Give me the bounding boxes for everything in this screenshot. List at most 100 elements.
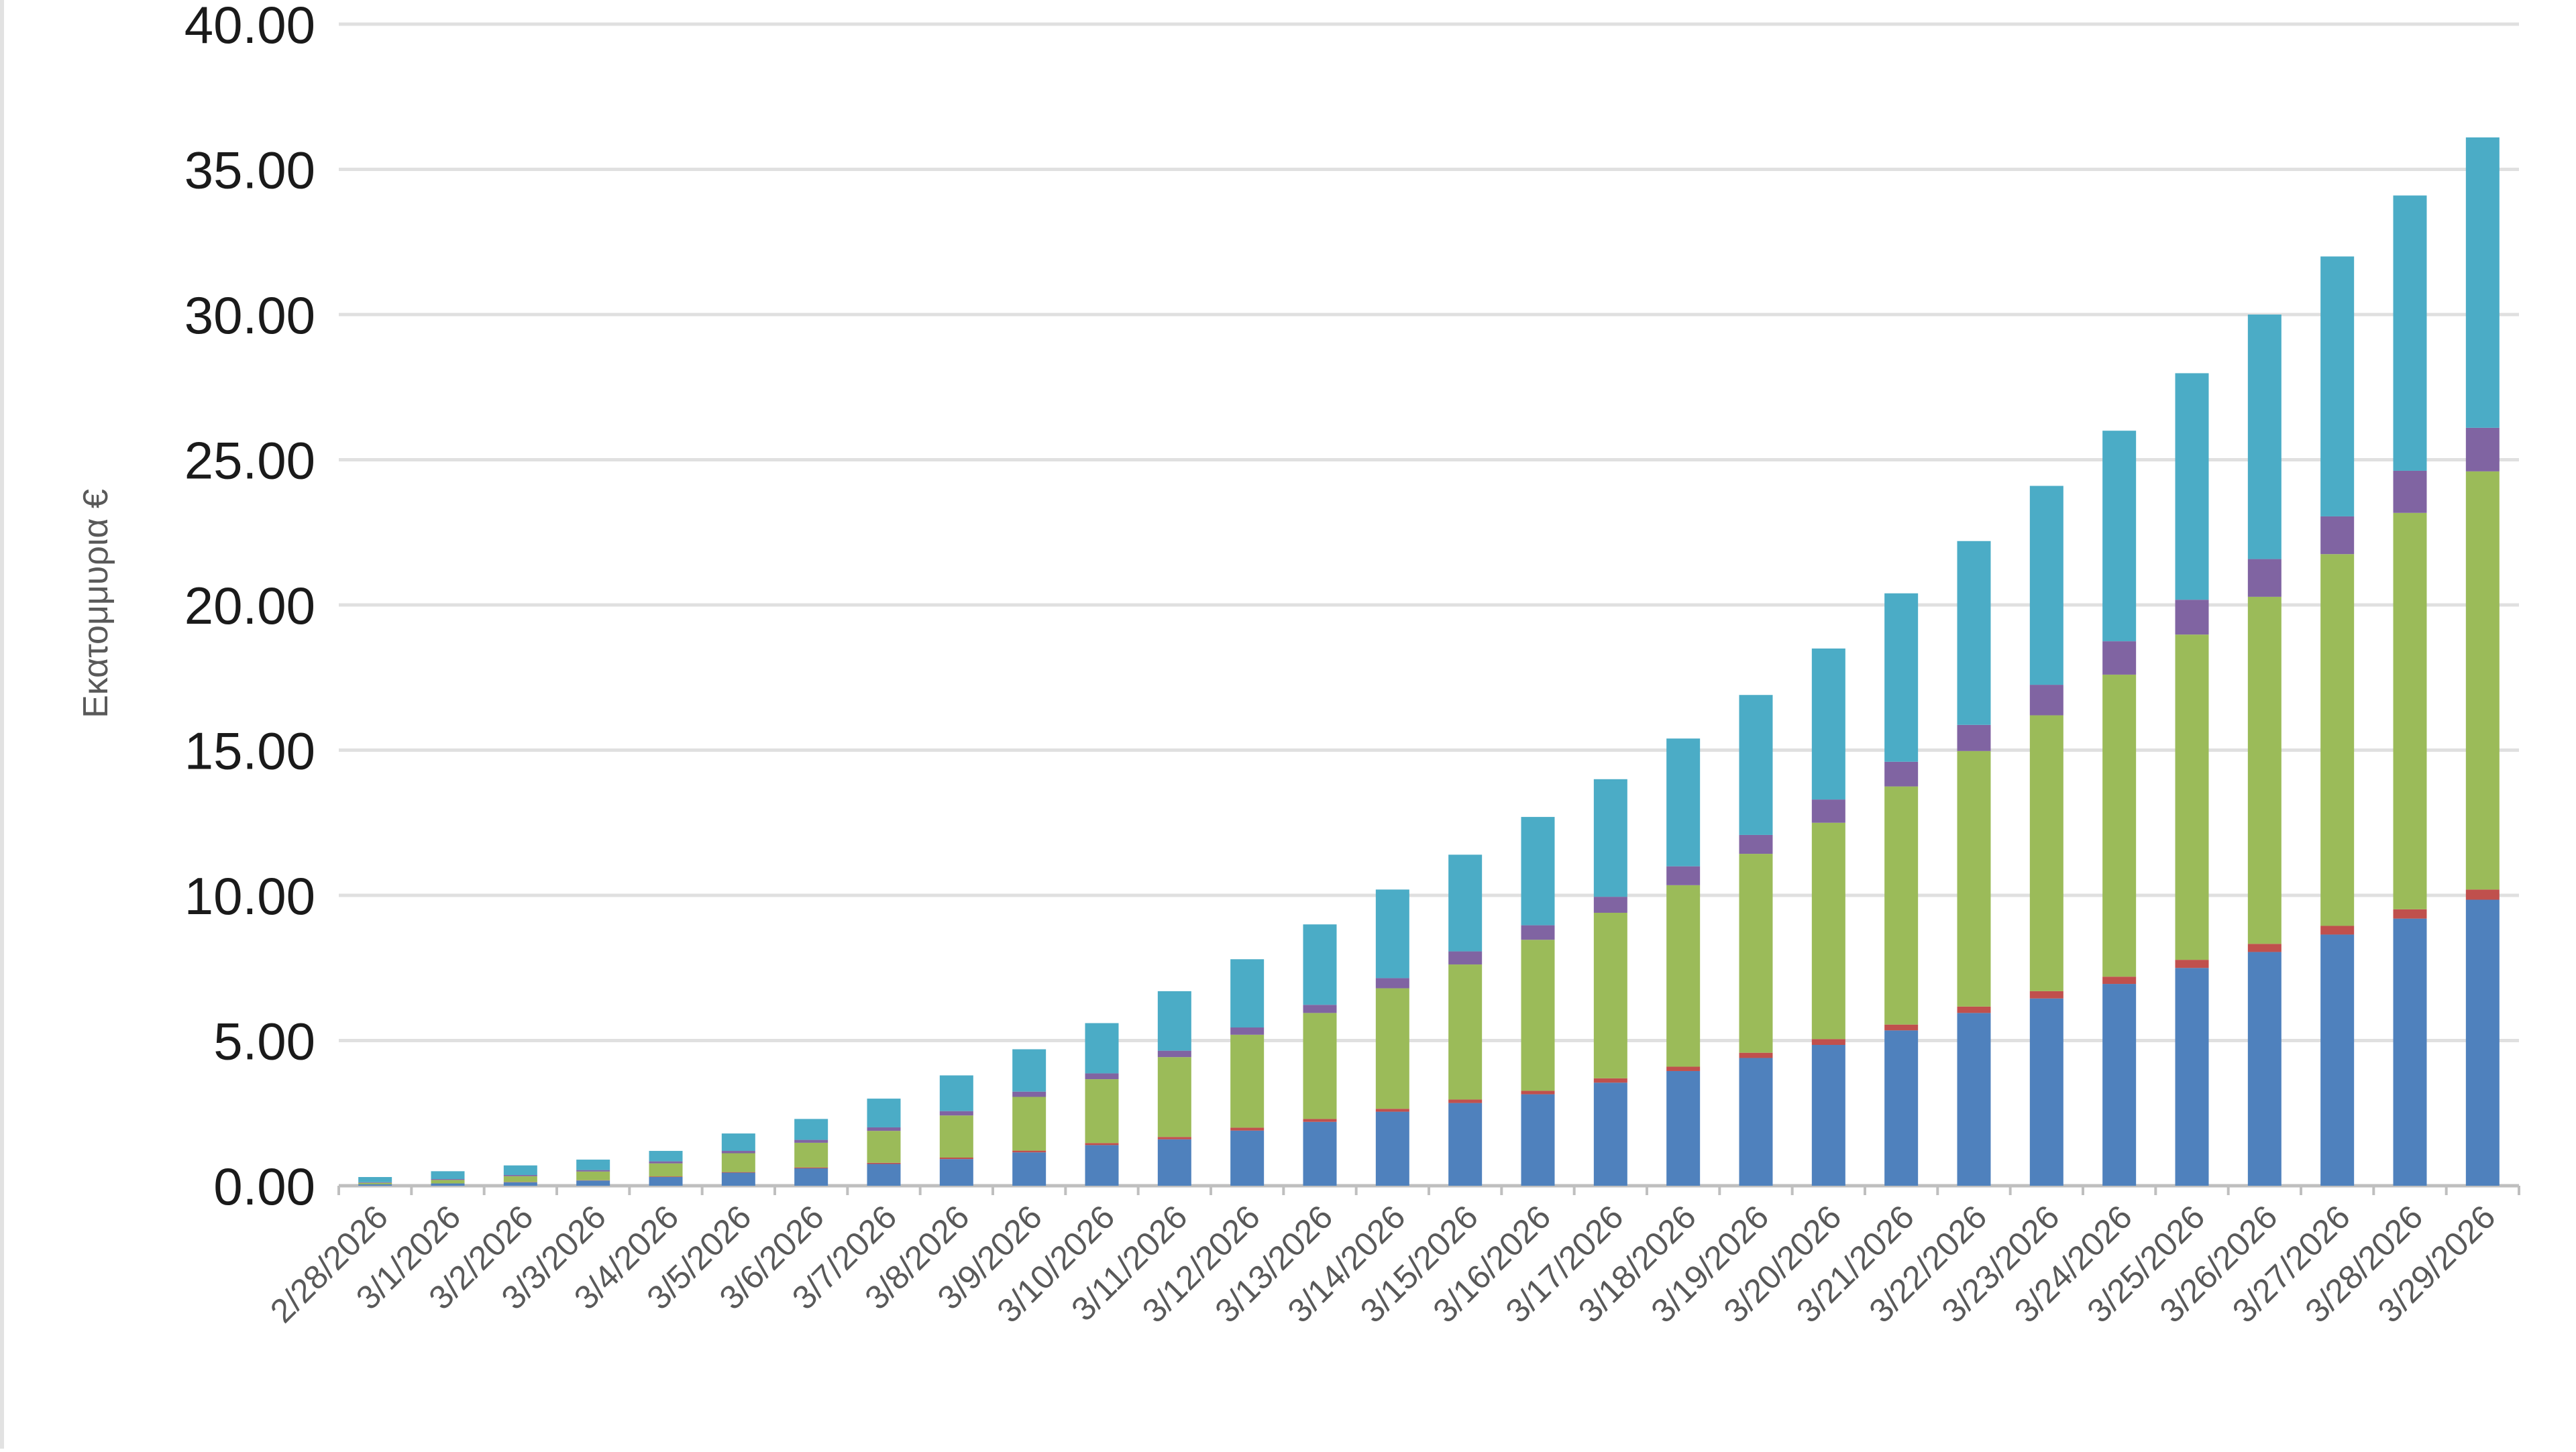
bar-segment-3/21/2026-series-2 <box>1884 1025 1918 1031</box>
bar-segment-3/12/2026-series-5 <box>1230 959 1264 1027</box>
bar-segment-3/19/2026-series-3 <box>1739 854 1773 1053</box>
bar-segment-3/10/2026-series-2 <box>1085 1143 1119 1145</box>
bar-segment-3/28/2026-series-1 <box>2394 919 2427 1186</box>
bar-segment-3/12/2026-series-1 <box>1230 1131 1264 1186</box>
bar-segment-3/6/2026-series-4 <box>794 1140 828 1143</box>
bar-segment-3/9/2026-series-5 <box>1012 1049 1046 1091</box>
bar-segment-3/24/2026-series-2 <box>2102 976 2136 984</box>
bar-segment-3/1/2026-series-3 <box>431 1180 465 1183</box>
bar-segment-3/17/2026-series-4 <box>1594 897 1627 913</box>
bar-segment-3/5/2026-series-2 <box>722 1172 755 1173</box>
bar-segment-3/14/2026-series-3 <box>1376 989 1409 1109</box>
bar-segment-3/18/2026-series-3 <box>1666 885 1700 1067</box>
bar-segment-3/23/2026-series-3 <box>2030 716 2063 991</box>
bar-segment-3/29/2026-series-5 <box>2466 137 2500 428</box>
bar-segment-3/8/2026-series-2 <box>940 1158 973 1159</box>
bar-segment-3/4/2026-series-1 <box>649 1177 683 1186</box>
bar-segment-3/17/2026-series-3 <box>1594 913 1627 1078</box>
bar-segment-3/28/2026-series-5 <box>2394 195 2427 470</box>
bar-segment-3/5/2026-series-1 <box>722 1173 755 1186</box>
y-tick-label: 40.00 <box>184 0 315 54</box>
bar-segment-3/11/2026-series-4 <box>1158 1051 1191 1058</box>
bar-segment-3/14/2026-series-5 <box>1376 889 1409 978</box>
bar-segment-3/15/2026-series-4 <box>1448 952 1482 964</box>
bar-segment-3/22/2026-series-3 <box>1957 751 1991 1007</box>
bar-segment-3/20/2026-series-2 <box>1812 1039 1845 1045</box>
bar-segment-3/26/2026-series-2 <box>2248 944 2282 952</box>
bar-segment-3/29/2026-series-2 <box>2466 889 2500 899</box>
bar-segment-3/13/2026-series-1 <box>1303 1122 1337 1186</box>
bar-segment-3/4/2026-series-5 <box>649 1151 683 1162</box>
bar-segment-3/5/2026-series-4 <box>722 1151 755 1153</box>
bar-segment-3/8/2026-series-3 <box>940 1115 973 1158</box>
bar-segment-3/11/2026-series-1 <box>1158 1139 1191 1186</box>
bar-segment-3/14/2026-series-2 <box>1376 1109 1409 1111</box>
bar-segment-3/17/2026-series-2 <box>1594 1078 1627 1082</box>
bar-segment-3/1/2026-series-4 <box>431 1179 465 1180</box>
bar-segment-3/29/2026-series-4 <box>2466 428 2500 471</box>
y-tick-labels: 0.005.0010.0015.0020.0025.0030.0035.0040… <box>184 0 315 1216</box>
bar-segment-3/19/2026-series-4 <box>1739 835 1773 854</box>
bar-segment-3/21/2026-series-3 <box>1884 787 1918 1025</box>
bar-segment-3/27/2026-series-1 <box>2320 934 2354 1186</box>
bar-segment-3/7/2026-series-4 <box>867 1127 901 1131</box>
bar-segment-3/8/2026-series-1 <box>940 1159 973 1186</box>
bar-segment-3/11/2026-series-2 <box>1158 1137 1191 1139</box>
bar-segment-3/4/2026-series-3 <box>649 1164 683 1176</box>
bar-segment-3/15/2026-series-2 <box>1448 1099 1482 1103</box>
bar-segment-2/28/2026-series-5 <box>358 1177 392 1182</box>
bar-segment-3/14/2026-series-1 <box>1376 1112 1409 1186</box>
bar-segment-3/4/2026-series-4 <box>649 1162 683 1164</box>
bar-segment-3/19/2026-series-1 <box>1739 1058 1773 1186</box>
bar-segment-3/5/2026-series-5 <box>722 1133 755 1151</box>
bar-segment-3/26/2026-series-1 <box>2248 952 2282 1186</box>
bar-segment-3/17/2026-series-5 <box>1594 779 1627 897</box>
y-tick-label: 15.00 <box>184 722 315 781</box>
bar-segment-3/25/2026-series-5 <box>2176 373 2209 600</box>
bar-segment-3/11/2026-series-5 <box>1158 991 1191 1051</box>
bar-segment-2/28/2026-series-3 <box>358 1183 392 1184</box>
bar-segment-3/6/2026-series-1 <box>794 1168 828 1186</box>
bar-segment-3/3/2026-series-4 <box>576 1170 610 1172</box>
bar-segment-3/28/2026-series-3 <box>2394 513 2427 909</box>
bar-segment-3/13/2026-series-5 <box>1303 924 1337 1005</box>
bar-segment-3/26/2026-series-3 <box>2248 597 2282 944</box>
bar-segment-3/9/2026-series-3 <box>1012 1097 1046 1151</box>
bar-segment-3/3/2026-series-1 <box>576 1180 610 1186</box>
bar-segment-3/12/2026-series-4 <box>1230 1027 1264 1035</box>
bar-segment-3/2/2026-series-3 <box>504 1176 537 1182</box>
bar-segment-3/14/2026-series-4 <box>1376 978 1409 988</box>
bar-segment-3/19/2026-series-2 <box>1739 1053 1773 1058</box>
bar-segment-3/10/2026-series-1 <box>1085 1145 1119 1186</box>
bar-segment-3/13/2026-series-4 <box>1303 1005 1337 1013</box>
bar-segment-3/18/2026-series-5 <box>1666 738 1700 867</box>
bar-segment-3/24/2026-series-5 <box>2102 431 2136 641</box>
bar-segment-3/23/2026-series-1 <box>2030 999 2063 1186</box>
bar-segment-3/18/2026-series-1 <box>1666 1071 1700 1186</box>
bar-segment-3/10/2026-series-4 <box>1085 1073 1119 1079</box>
y-tick-label: 30.00 <box>184 286 315 345</box>
bar-segment-3/7/2026-series-3 <box>867 1131 901 1163</box>
bar-segment-3/19/2026-series-5 <box>1739 695 1773 835</box>
bar-segment-3/12/2026-series-3 <box>1230 1035 1264 1128</box>
bar-segment-3/16/2026-series-1 <box>1521 1095 1555 1186</box>
y-tick-label: 20.00 <box>184 576 315 635</box>
bar-segment-3/9/2026-series-4 <box>1012 1092 1046 1097</box>
bar-segment-3/21/2026-series-4 <box>1884 762 1918 787</box>
bar-segment-3/25/2026-series-1 <box>2176 968 2209 1186</box>
bar-segment-3/15/2026-series-5 <box>1448 854 1482 951</box>
y-tick-label: 0.00 <box>213 1157 315 1216</box>
bar-segment-3/8/2026-series-4 <box>940 1111 973 1115</box>
bar-segment-3/23/2026-series-5 <box>2030 486 2063 685</box>
bar-segment-2/28/2026-series-1 <box>358 1184 392 1186</box>
bar-segment-3/5/2026-series-3 <box>722 1154 755 1172</box>
bar-segment-3/10/2026-series-5 <box>1085 1023 1119 1074</box>
bar-segment-3/15/2026-series-1 <box>1448 1103 1482 1186</box>
bar-segment-3/23/2026-series-4 <box>2030 685 2063 715</box>
bar-segment-3/13/2026-series-3 <box>1303 1013 1337 1119</box>
bar-segment-3/20/2026-series-3 <box>1812 823 1845 1040</box>
bar-segment-3/2/2026-series-5 <box>504 1166 537 1175</box>
bar-segment-3/24/2026-series-4 <box>2102 641 2136 675</box>
bar-segment-3/2/2026-series-4 <box>504 1175 537 1176</box>
